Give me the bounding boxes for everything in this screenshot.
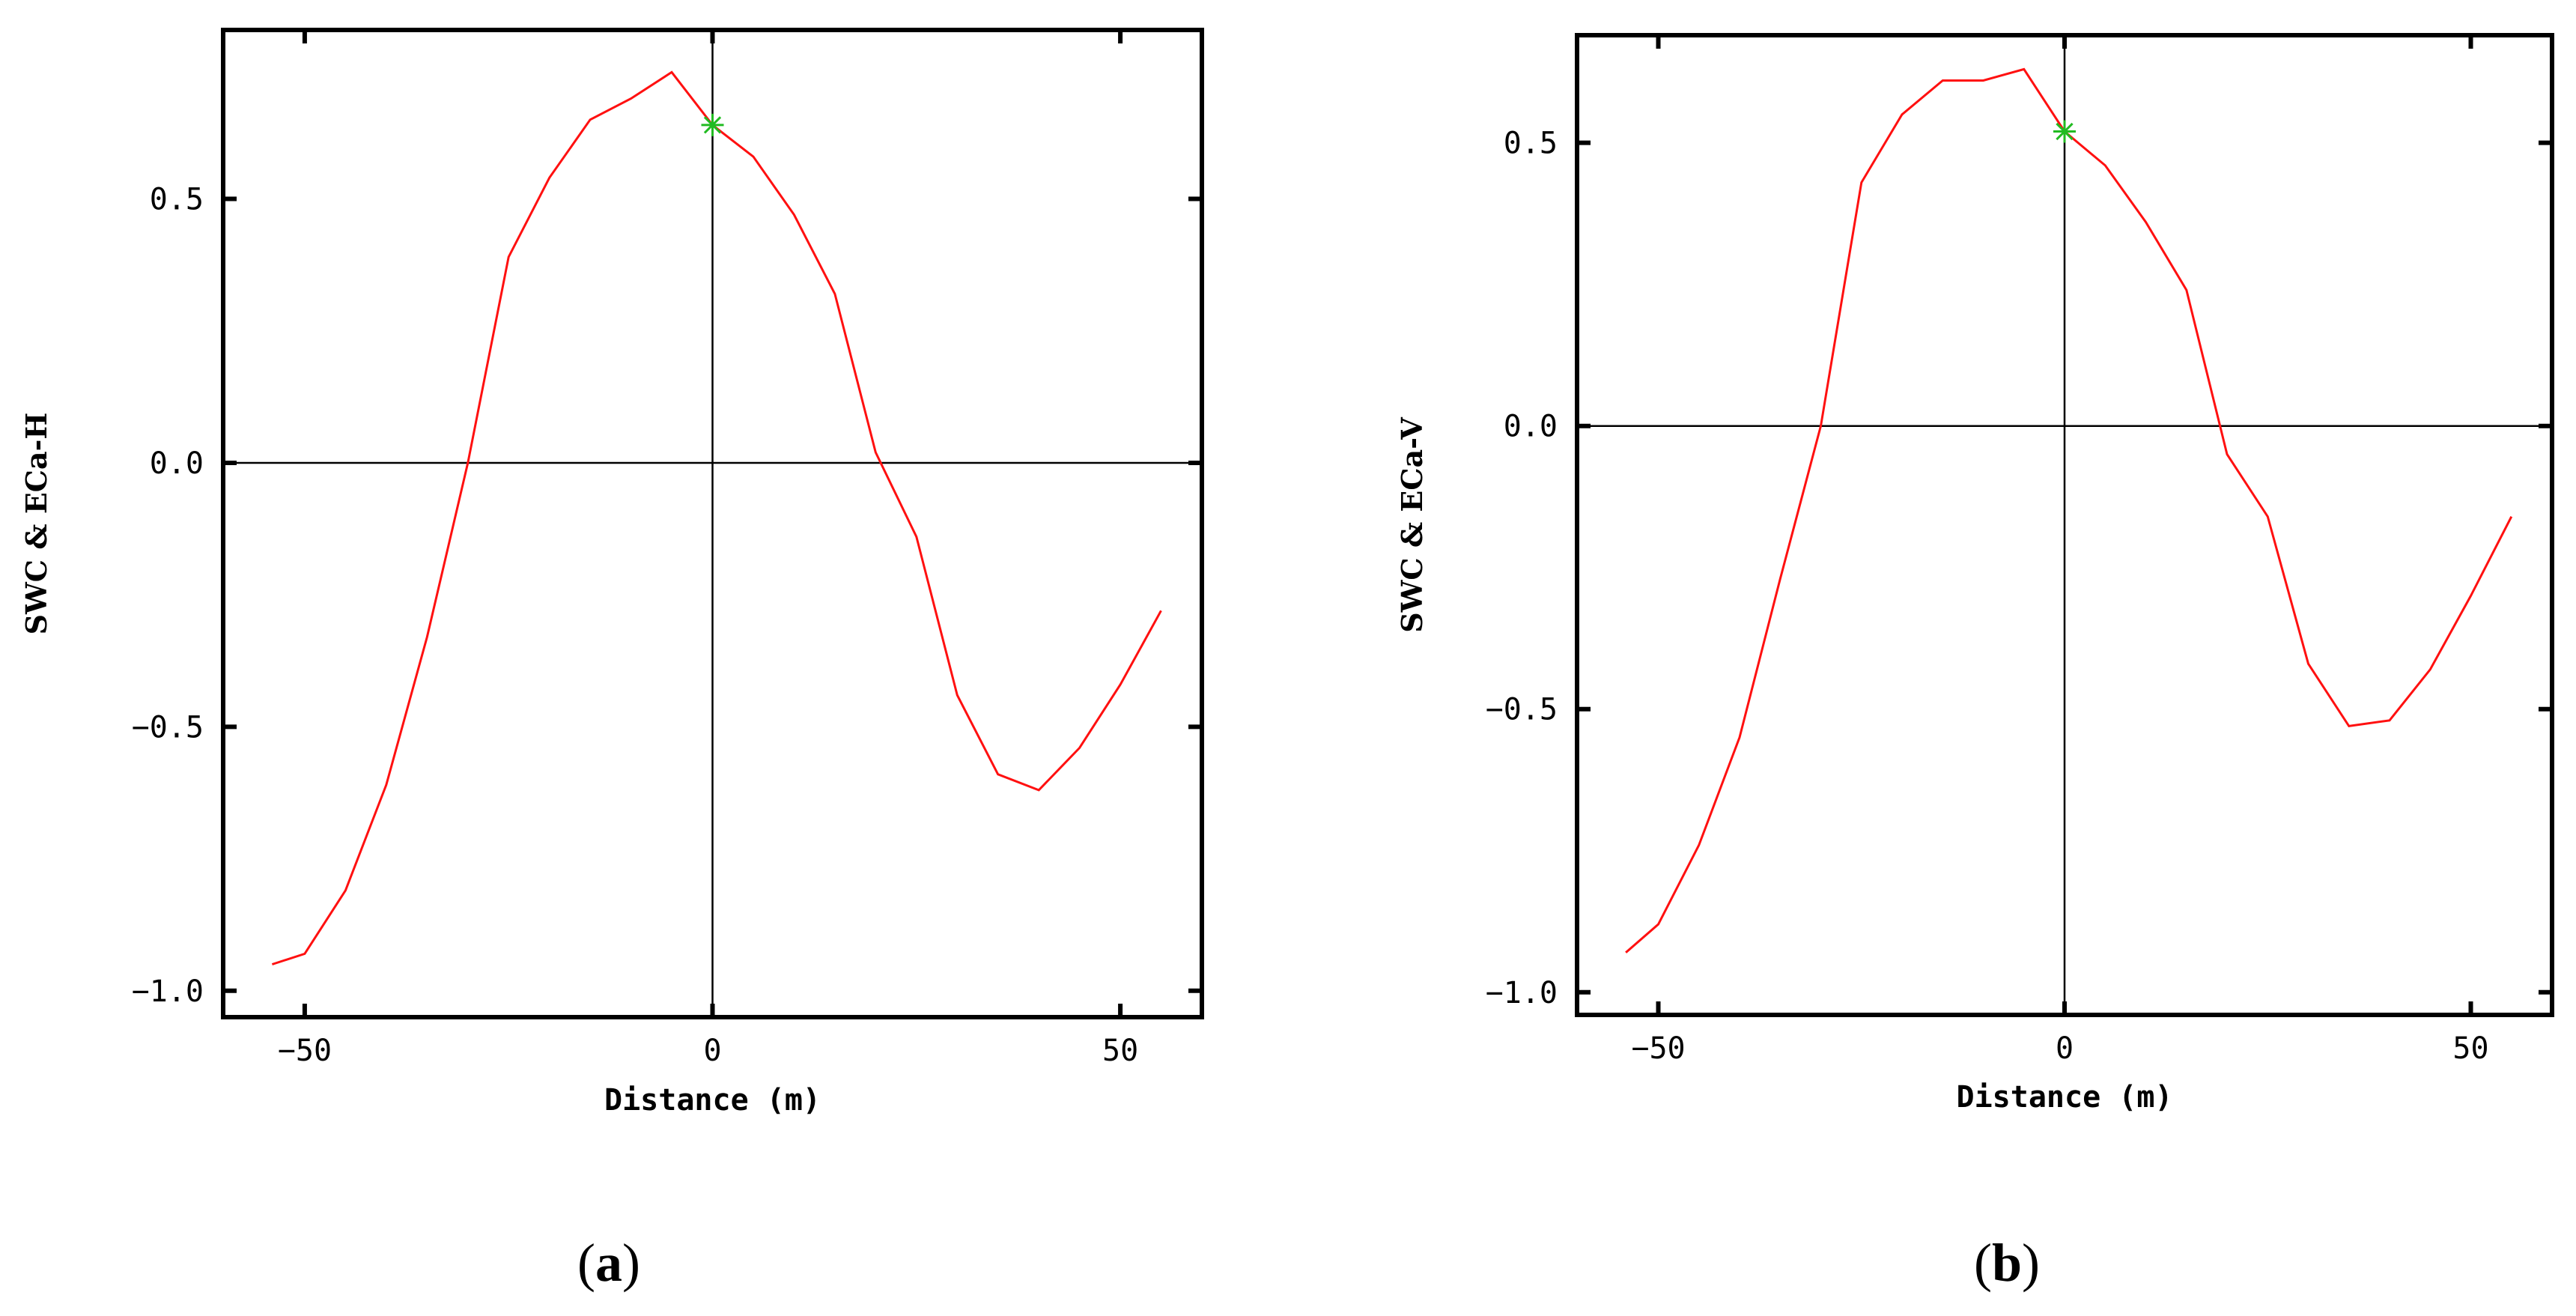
x-tick-label: 0 (2056, 1031, 2074, 1066)
y-tick-label: 0.0 (1504, 410, 1558, 444)
y-tick-label: 0.5 (150, 183, 204, 217)
star-marker-stroke (2056, 122, 2074, 141)
series-line (1625, 67, 2513, 953)
series-line (271, 70, 1162, 965)
star-marker (2053, 120, 2076, 143)
x-axis-title: Distance (m) (1957, 1080, 2173, 1115)
star-marker-stroke (703, 116, 722, 134)
panel-caption: (a) (577, 1233, 640, 1293)
y-tick-label: 0.5 (1504, 127, 1558, 161)
chart-panel-a: −50 0 50 −1.0 −0.5 0.0 0.5 Distance (m) SWC & EC… (19, 28, 1204, 1293)
y-tick-label: −1.0 (1486, 976, 1558, 1010)
x-tick-label: −50 (278, 1034, 332, 1068)
x-axis-title: Distance (m) (604, 1083, 821, 1118)
x-tick-label: 50 (1102, 1034, 1138, 1068)
x-tick-label: −50 (1631, 1031, 1685, 1066)
x-tick-label: 0 (703, 1034, 721, 1068)
chart-panel-b: −50 0 50 −1.0 −0.5 0.0 0.5 Distance (m) SWC & EC… (1395, 33, 2554, 1293)
panel-caption: (b) (1974, 1233, 2040, 1293)
y-tick-label: −0.5 (1486, 693, 1558, 727)
y-axis-title: SWC & ECa-H (19, 413, 53, 635)
y-tick-label: −0.5 (132, 710, 204, 745)
star-marker (701, 113, 724, 136)
y-axis-title: SWC & ECa-V (1395, 416, 1429, 633)
y-tick-label: 0.0 (150, 446, 204, 481)
x-tick-label: 50 (2452, 1031, 2488, 1066)
y-tick-label: −1.0 (132, 974, 204, 1009)
